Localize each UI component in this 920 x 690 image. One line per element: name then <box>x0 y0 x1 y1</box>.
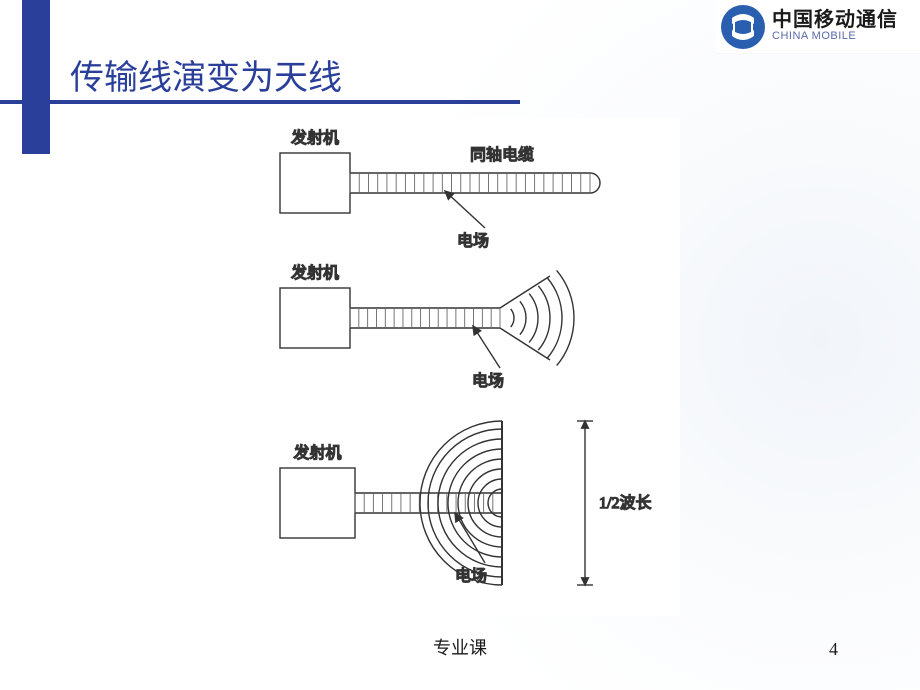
brand-logo: 中国移动通信 CHINA MOBILE <box>716 0 920 54</box>
brand-text-block: 中国移动通信 CHINA MOBILE <box>772 10 898 43</box>
brand-name-cn: 中国移动通信 <box>772 10 898 30</box>
page-number: 4 <box>829 639 838 660</box>
svg-text:电场: 电场 <box>457 232 489 250</box>
slide-title: 传输线演变为天线 <box>70 50 342 99</box>
svg-text:同轴电缆: 同轴电缆 <box>470 146 534 164</box>
title-underline <box>0 100 520 104</box>
svg-text:发射机: 发射机 <box>291 264 339 282</box>
brand-name-en: CHINA MOBILE <box>772 30 898 43</box>
svg-text:发射机: 发射机 <box>293 444 341 462</box>
footer-label: 专业课 <box>0 634 920 660</box>
china-mobile-logo-icon <box>720 4 766 50</box>
svg-text:1/2波长: 1/2波长 <box>599 494 651 512</box>
evolution-diagram: 发射机同轴电缆电场发射机电场发射机电场1/2波长 <box>240 118 680 616</box>
svg-text:发射机: 发射机 <box>291 129 339 147</box>
svg-text:电场: 电场 <box>455 567 487 585</box>
svg-text:电场: 电场 <box>472 372 504 390</box>
title-accent-bar <box>22 0 50 154</box>
